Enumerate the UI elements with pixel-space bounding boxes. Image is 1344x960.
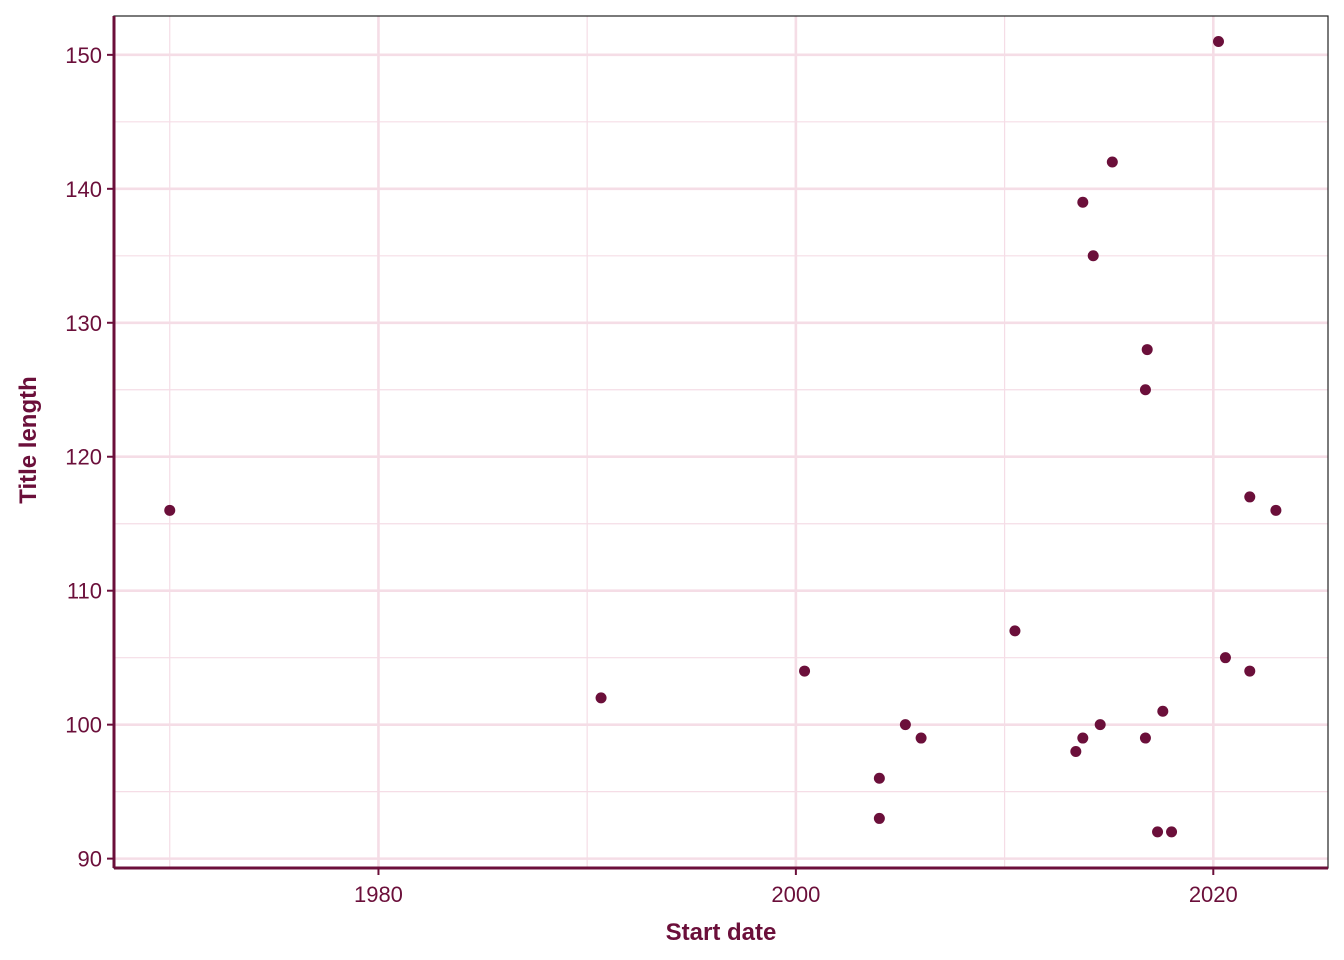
data-point: [1070, 745, 1082, 757]
grid-lines: [114, 16, 1328, 868]
data-point: [1270, 504, 1282, 516]
data-point: [799, 665, 811, 677]
data-point: [1139, 732, 1151, 744]
data-point: [899, 719, 911, 731]
data-point: [1244, 665, 1256, 677]
data-point: [1077, 196, 1089, 208]
data-point: [1087, 250, 1099, 262]
data-point: [1094, 719, 1106, 731]
data-point: [1212, 35, 1224, 47]
data-point: [1141, 344, 1153, 356]
data-point: [1244, 491, 1256, 503]
data-point: [1152, 826, 1164, 838]
data-point: [915, 732, 927, 744]
y-axis-title: Title length: [15, 376, 42, 504]
x-tick-label: 2020: [1189, 882, 1238, 907]
data-point: [1219, 652, 1231, 664]
y-tick-label: 90: [78, 847, 102, 872]
y-tick-label: 140: [65, 177, 102, 202]
x-tick-label: 1980: [354, 882, 403, 907]
data-point: [1166, 826, 1178, 838]
data-point: [1139, 384, 1151, 396]
data-point: [873, 812, 885, 824]
data-point: [1009, 625, 1021, 637]
data-point: [595, 692, 607, 704]
tick-labels: 90 100 110 120 130 140 150 1980 2000 2020: [65, 43, 1237, 907]
y-tick-label: 100: [65, 713, 102, 738]
data-point: [873, 772, 885, 784]
data-point: [1157, 705, 1169, 717]
data-points: [164, 35, 1282, 838]
y-tick-label: 110: [67, 579, 102, 604]
y-tick-label: 150: [65, 43, 102, 68]
y-tick-label: 120: [65, 445, 102, 470]
data-point: [1077, 732, 1089, 744]
data-point: [164, 504, 176, 516]
data-point: [1106, 156, 1118, 168]
y-tick-label: 130: [65, 311, 102, 336]
x-axis-title: Start date: [666, 919, 777, 946]
x-tick-label: 2000: [771, 882, 820, 907]
axes: [107, 16, 1328, 875]
